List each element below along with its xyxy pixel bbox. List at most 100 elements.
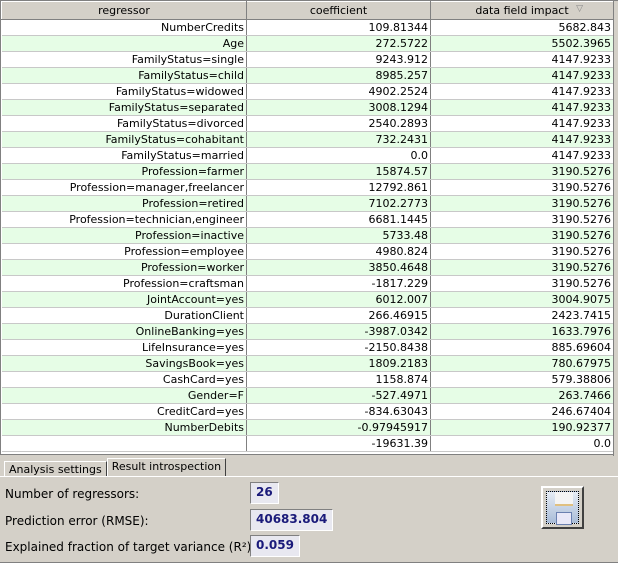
table-row[interactable]: LifeInsurance=yes -2150.8438 885.69604 bbox=[1, 339, 614, 356]
coefficient-cell: 109.81344 bbox=[246, 19, 431, 36]
table-row[interactable]: CreditCard=yes -834.63043 246.67404 bbox=[1, 403, 614, 420]
table-row[interactable]: OnlineBanking=yes -3987.0342 1633.7976 bbox=[1, 323, 614, 340]
impact-cell: 3190.5276 bbox=[430, 227, 614, 244]
regressor-cell: FamilyStatus=separated bbox=[1, 99, 247, 116]
regressor-cell: SavingsBook=yes bbox=[1, 355, 247, 372]
r2-value: 0.059 bbox=[250, 535, 300, 557]
tab-analysis-settings[interactable]: Analysis settings bbox=[4, 461, 107, 477]
impact-cell: 3190.5276 bbox=[430, 195, 614, 212]
save-button[interactable] bbox=[541, 486, 584, 529]
coefficient-cell: 7102.2773 bbox=[246, 195, 431, 212]
coefficient-cell: 3850.4648 bbox=[246, 259, 431, 276]
table-row[interactable]: Gender=F -527.4971 263.7466 bbox=[1, 387, 614, 404]
table-row[interactable]: JointAccount=yes 6012.007 3004.9075 bbox=[1, 291, 614, 308]
table-row[interactable]: Profession=farmer 15874.57 3190.5276 bbox=[1, 163, 614, 180]
impact-cell: 3004.9075 bbox=[430, 291, 614, 308]
coefficient-cell: -1817.229 bbox=[246, 275, 431, 292]
column-header-label: data field impact bbox=[475, 4, 569, 17]
table-row[interactable]: FamilyStatus=divorced 2540.2893 4147.9233 bbox=[1, 115, 614, 132]
coefficient-cell: -19631.39 bbox=[246, 435, 431, 452]
regressor-cell: NumberCredits bbox=[1, 19, 247, 36]
regressor-cell: Profession=employee bbox=[1, 243, 247, 260]
table-row[interactable]: -19631.39 0.0 bbox=[1, 435, 614, 452]
table-row[interactable]: Age 272.5722 5502.3965 bbox=[1, 35, 614, 52]
table-row[interactable]: NumberCredits 109.81344 5682.843 bbox=[1, 19, 614, 36]
column-header-label: regressor bbox=[98, 4, 150, 17]
impact-cell: 246.67404 bbox=[430, 403, 614, 420]
regressor-cell: OnlineBanking=yes bbox=[1, 323, 247, 340]
table-row[interactable]: Profession=retired 7102.2773 3190.5276 bbox=[1, 195, 614, 212]
column-header-data-field-impact[interactable]: data field impact ▽ bbox=[430, 1, 614, 20]
table-row[interactable]: NumberDebits -0.97945917 190.92377 bbox=[1, 419, 614, 436]
regressors-label: Number of regressors: bbox=[5, 487, 140, 501]
impact-cell: 4147.9233 bbox=[430, 147, 614, 164]
impact-cell: 4147.9233 bbox=[430, 51, 614, 68]
impact-cell: 4147.9233 bbox=[430, 115, 614, 132]
tab-bar: Analysis settings Result introspection bbox=[4, 458, 227, 477]
coefficient-cell: 6681.1445 bbox=[246, 211, 431, 228]
impact-cell: 3190.5276 bbox=[430, 275, 614, 292]
table-row[interactable]: Profession=employee 4980.824 3190.5276 bbox=[1, 243, 614, 260]
floppy-disk-icon bbox=[546, 491, 579, 525]
regressor-cell: LifeInsurance=yes bbox=[1, 339, 247, 356]
r2-label: Explained fraction of target variance (R… bbox=[5, 540, 256, 554]
coefficient-cell: -527.4971 bbox=[246, 387, 431, 404]
table-row[interactable]: Profession=craftsman -1817.229 3190.5276 bbox=[1, 275, 614, 292]
coefficient-cell: 3008.1294 bbox=[246, 99, 431, 116]
impact-cell: 190.92377 bbox=[430, 419, 614, 436]
impact-cell: 1633.7976 bbox=[430, 323, 614, 340]
table-row[interactable]: FamilyStatus=married 0.0 4147.9233 bbox=[1, 147, 614, 164]
regressor-cell: CashCard=yes bbox=[1, 371, 247, 388]
coefficient-cell: -2150.8438 bbox=[246, 339, 431, 356]
coefficient-cell: 732.2431 bbox=[246, 131, 431, 148]
column-header-coefficient[interactable]: coefficient bbox=[246, 1, 431, 20]
impact-cell: 3190.5276 bbox=[430, 259, 614, 276]
coefficient-cell: -0.97945917 bbox=[246, 419, 431, 436]
coefficient-cell: 0.0 bbox=[246, 147, 431, 164]
coefficient-cell: 8985.257 bbox=[246, 67, 431, 84]
regressor-cell: Profession=technician,engineer bbox=[1, 211, 247, 228]
coefficient-cell: 5733.48 bbox=[246, 227, 431, 244]
table-row[interactable]: Profession=manager,freelancer 12792.861 31… bbox=[1, 179, 614, 196]
impact-cell: 4147.9233 bbox=[430, 67, 614, 84]
regression-table: regressor coefficient data field impact ▽ N… bbox=[0, 0, 618, 456]
table-row[interactable]: FamilyStatus=child 8985.257 4147.9233 bbox=[1, 67, 614, 84]
table-row[interactable]: Profession=inactive 5733.48 3190.5276 bbox=[1, 227, 614, 244]
regressor-cell: JointAccount=yes bbox=[1, 291, 247, 308]
table-row[interactable]: DurationClient 266.46915 2423.7415 bbox=[1, 307, 614, 324]
impact-cell: 4147.9233 bbox=[430, 131, 614, 148]
coefficient-cell: 9243.912 bbox=[246, 51, 431, 68]
table-row[interactable]: Profession=technician,engineer 6681.1445 3… bbox=[1, 211, 614, 228]
coefficient-cell: 6012.007 bbox=[246, 291, 431, 308]
table-row[interactable]: FamilyStatus=separated 3008.1294 4147.9233 bbox=[1, 99, 614, 116]
impact-cell: 780.67975 bbox=[430, 355, 614, 372]
impact-cell: 579.38806 bbox=[430, 371, 614, 388]
impact-cell: 0.0 bbox=[430, 435, 614, 452]
rmse-label: Prediction error (RMSE): bbox=[5, 514, 149, 528]
impact-cell: 885.69604 bbox=[430, 339, 614, 356]
regressor-cell: CreditCard=yes bbox=[1, 403, 247, 420]
coefficient-cell: 2540.2893 bbox=[246, 115, 431, 132]
table-row[interactable]: FamilyStatus=widowed 4902.2524 4147.9233 bbox=[1, 83, 614, 100]
regressor-cell: Age bbox=[1, 35, 247, 52]
tab-result-introspection[interactable]: Result introspection bbox=[106, 458, 227, 477]
table-row[interactable]: FamilyStatus=cohabitant 732.2431 4147.9233 bbox=[1, 131, 614, 148]
regressor-cell bbox=[1, 435, 247, 452]
column-header-regressor[interactable]: regressor bbox=[1, 1, 247, 20]
scrollbar[interactable] bbox=[613, 1, 618, 456]
table-row[interactable]: FamilyStatus=single 9243.912 4147.9233 bbox=[1, 51, 614, 68]
regressor-cell: Profession=retired bbox=[1, 195, 247, 212]
sort-descending-icon: ▽ bbox=[576, 4, 583, 14]
impact-cell: 263.7466 bbox=[430, 387, 614, 404]
regressor-cell: FamilyStatus=cohabitant bbox=[1, 131, 247, 148]
coefficient-cell: -834.63043 bbox=[246, 403, 431, 420]
table-row[interactable]: Profession=worker 3850.4648 3190.5276 bbox=[1, 259, 614, 276]
table-row[interactable]: SavingsBook=yes 1809.2183 780.67975 bbox=[1, 355, 614, 372]
impact-cell: 4147.9233 bbox=[430, 83, 614, 100]
impact-cell: 3190.5276 bbox=[430, 179, 614, 196]
coefficient-cell: 272.5722 bbox=[246, 35, 431, 52]
coefficient-cell: 15874.57 bbox=[246, 163, 431, 180]
table-row[interactable]: CashCard=yes 1158.874 579.38806 bbox=[1, 371, 614, 388]
impact-cell: 3190.5276 bbox=[430, 211, 614, 228]
regressor-cell: FamilyStatus=divorced bbox=[1, 115, 247, 132]
